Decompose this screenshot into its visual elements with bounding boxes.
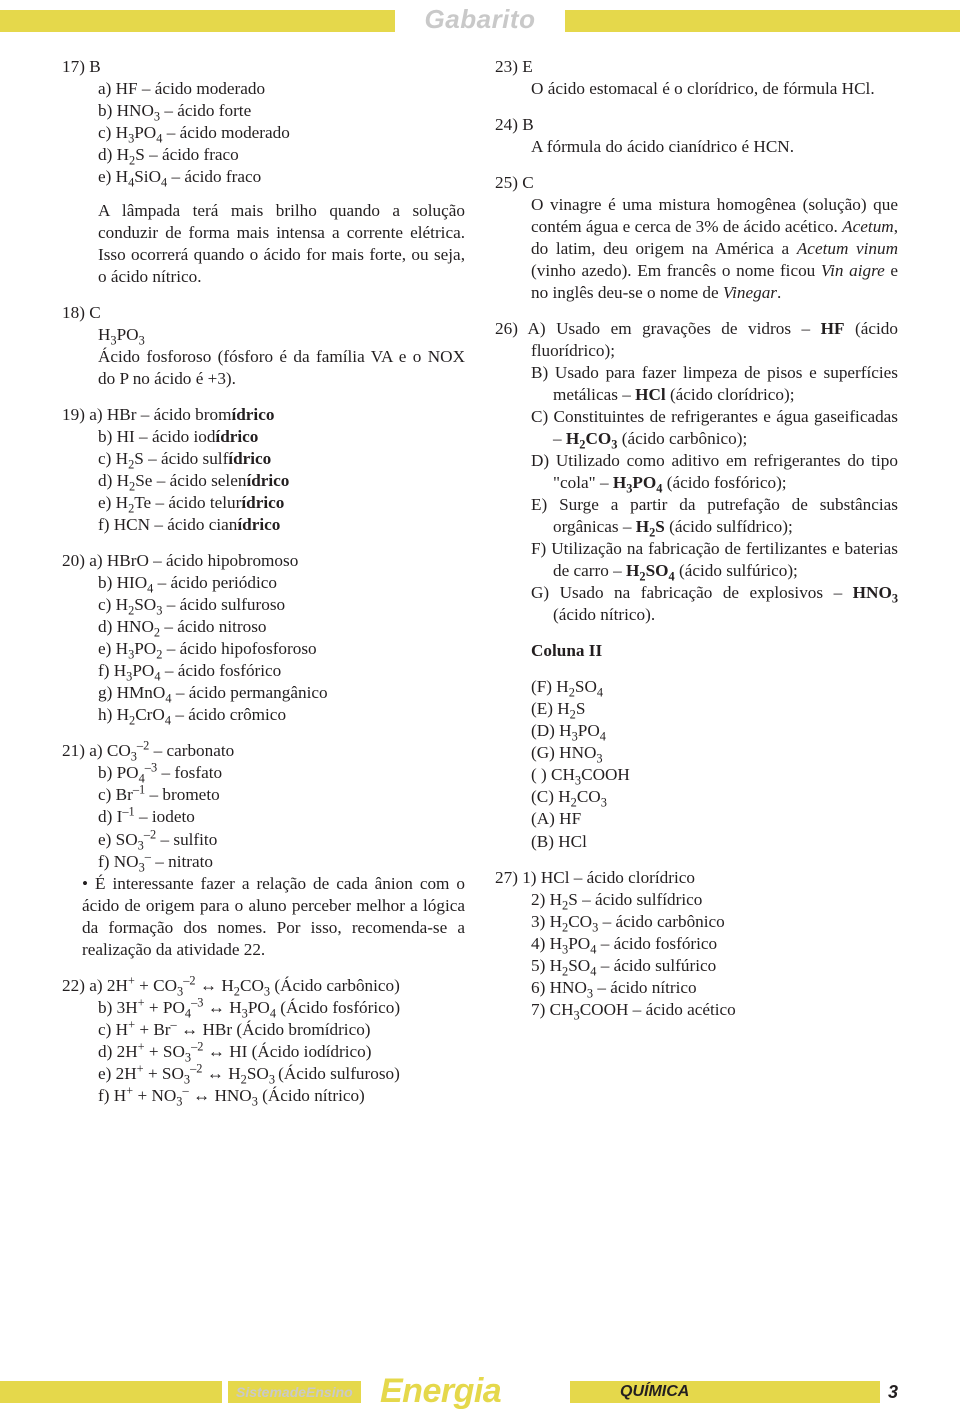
footer-pagenum: 3	[888, 1381, 898, 1403]
q21-f: f) NO3– – nitrato	[98, 851, 465, 873]
q19-c: c) H2S – ácido sulfídrico	[98, 448, 465, 470]
q21-hdr: 21) a) CO3–2 – carbonato	[62, 740, 465, 762]
q26-g: G) Usado na fabricação de explosivos – H…	[495, 582, 898, 626]
q27-l6: 6) HNO3 – ácido nítrico	[531, 977, 898, 999]
q18-l1: H3PO3	[98, 324, 465, 346]
page-content: 17) B a) HF – ácido moderado b) HNO3 – á…	[0, 56, 960, 1121]
q26-f: F) Utilização na fabricação de fertiliza…	[495, 538, 898, 582]
q20-g: g) HMnO4 – ácido permangânico	[98, 682, 465, 704]
left-column: 17) B a) HF – ácido moderado b) HNO3 – á…	[62, 56, 465, 1121]
q21-e: e) SO3–2 – sulfito	[98, 829, 465, 851]
q20-h: h) H2CrO4 – ácido crômico	[98, 704, 465, 726]
q26-d: D) Utilizado como aditivo em refrigerant…	[495, 450, 898, 494]
q17-a: a) HF – ácido moderado	[98, 78, 465, 100]
q25-hdr: 25) C	[495, 172, 898, 194]
q25: 25) C O vinagre é uma mistura homogênea …	[495, 172, 898, 304]
q22-d: d) 2H+ + SO3–2 ↔ HI (Ácido iodídrico)	[98, 1041, 465, 1063]
q26-col2-e: (E) H2S	[531, 698, 898, 720]
q20-c: c) H2SO3 – ácido sulfuroso	[98, 594, 465, 616]
q26: 26) A) Usado em gravações de vidros – HF…	[495, 318, 898, 852]
q22-e: e) 2H+ + SO3–2 ↔ H2SO3 (Ácido sulfuroso)	[98, 1063, 465, 1085]
footer-bar-right	[570, 1381, 880, 1403]
q22-a: 22) a) 2H+ + CO3–2 ↔ H2CO3 (Ácido carbôn…	[62, 975, 465, 997]
footer-bar-left	[0, 1381, 222, 1403]
q27: 27) 1) HCl – ácido clorídrico 2) H2S – á…	[495, 867, 898, 1021]
q19-e: e) H2Te – ácido telurídrico	[98, 492, 465, 514]
q22: 22) a) 2H+ + CO3–2 ↔ H2CO3 (Ácido carbôn…	[62, 975, 465, 1107]
banner-title: Gabarito	[425, 4, 536, 35]
q26-e: E) Surge a partir da putrefação de subst…	[495, 494, 898, 538]
q20-f: f) H3PO4 – ácido fosfórico	[98, 660, 465, 682]
q21-b: b) PO4–3 – fosfato	[98, 762, 465, 784]
q23-l1: O ácido estomacal é o clorídrico, de fór…	[531, 78, 898, 100]
q17-b: b) HNO3 – ácido forte	[98, 100, 465, 122]
banner-bar-right	[565, 10, 960, 32]
q22-b: b) 3H+ + PO4–3 ↔ H3PO4 (Ácido fosfórico)	[98, 997, 465, 1019]
q20-hdr: 20) a) HBrO – ácido hipobromoso	[62, 550, 465, 572]
q27-hdr: 27) 1) HCl – ácido clorídrico	[495, 867, 898, 889]
q22-c: c) H+ + Br– ↔ HBr (Ácido bromídrico)	[98, 1019, 465, 1041]
q19: 19) a) HBr – ácido bromídrico b) HI – ác…	[62, 404, 465, 536]
q26-col2-a: (A) HF	[531, 808, 898, 830]
q19-f: f) HCN – ácido cianídrico	[98, 514, 465, 536]
q26-col2-d: (D) H3PO4	[531, 720, 898, 742]
q26-col2-g: (G) HNO3	[531, 742, 898, 764]
q18-l2: Ácido fosforoso (fósforo é da família VA…	[98, 346, 465, 390]
footer-subject: QUÍMICA	[620, 1381, 689, 1403]
q17-hdr: 17) B	[62, 56, 465, 78]
q24-l1: A fórmula do ácido cianídrico é HCN.	[531, 136, 898, 158]
q21-c: c) Br–1 – brometo	[98, 784, 465, 806]
q20-d: d) HNO2 – ácido nitroso	[98, 616, 465, 638]
q20: 20) a) HBrO – ácido hipobromoso b) HIO4 …	[62, 550, 465, 726]
q24-hdr: 24) B	[495, 114, 898, 136]
footer-energia: Energia	[380, 1372, 501, 1411]
q27-l2: 2) H2S – ácido sulfídrico	[531, 889, 898, 911]
q17-para: A lâmpada terá mais brilho quando a solu…	[98, 200, 465, 288]
q27-l5: 5) H2SO4 – ácido sulfúrico	[531, 955, 898, 977]
q26-col2: Coluna II	[531, 640, 898, 662]
q18: 18) C H3PO3 Ácido fosforoso (fósforo é d…	[62, 302, 465, 390]
q23-hdr: 23) E	[495, 56, 898, 78]
q23: 23) E O ácido estomacal é o clorídrico, …	[495, 56, 898, 100]
q18-hdr: 18) C	[62, 302, 465, 324]
q21-bullet: • É interessante fazer a relação de cada…	[82, 873, 465, 961]
q19-hdr: 19) a) HBr – ácido bromídrico	[62, 404, 465, 426]
q27-l3: 3) H2CO3 – ácido carbônico	[531, 911, 898, 933]
q17-c: c) H3PO4 – ácido moderado	[98, 122, 465, 144]
q21: 21) a) CO3–2 – carbonato b) PO4–3 – fosf…	[62, 740, 465, 960]
q21-d: d) I–1 – iodeto	[98, 806, 465, 828]
top-banner: Gabarito	[0, 6, 960, 38]
q26-c: C) Constituintes de refrigerantes e água…	[495, 406, 898, 450]
q26-a: 26) A) Usado em gravações de vidros – HF…	[495, 318, 898, 362]
footer: SistemadeEnsino Energia QUÍMICA 3	[0, 1365, 960, 1425]
q19-b: b) HI – ácido iodídrico	[98, 426, 465, 448]
q25-para: O vinagre é uma mistura homogênea (soluç…	[531, 194, 898, 304]
q26-b: B) Usado para fazer limpeza de pisos e s…	[495, 362, 898, 406]
q17: 17) B a) HF – ácido moderado b) HNO3 – á…	[62, 56, 465, 288]
q26-col2-b: (B) HCl	[531, 831, 898, 853]
q27-l7: 7) CH3COOH – ácido acético	[531, 999, 898, 1021]
q27-l4: 4) H3PO4 – ácido fosfórico	[531, 933, 898, 955]
q17-d: d) H2S – ácido fraco	[98, 144, 465, 166]
q22-f: f) H+ + NO3– ↔ HNO3 (Ácido nítrico)	[98, 1085, 465, 1107]
footer-sistema: SistemadeEnsino	[228, 1381, 361, 1403]
q26-col2-blank: ( ) CH3COOH	[531, 764, 898, 786]
q17-e: e) H4SiO4 – ácido fraco	[98, 166, 465, 188]
q26-col2-c: (C) H2CO3	[531, 786, 898, 808]
q19-d: d) H2Se – ácido selenídrico	[98, 470, 465, 492]
q26-col2-f: (F) H2SO4	[531, 676, 898, 698]
banner-bar-left	[0, 10, 395, 32]
q20-e: e) H3PO2 – ácido hipofosforoso	[98, 638, 465, 660]
q24: 24) B A fórmula do ácido cianídrico é HC…	[495, 114, 898, 158]
q20-b: b) HIO4 – ácido periódico	[98, 572, 465, 594]
right-column: 23) E O ácido estomacal é o clorídrico, …	[495, 56, 898, 1121]
